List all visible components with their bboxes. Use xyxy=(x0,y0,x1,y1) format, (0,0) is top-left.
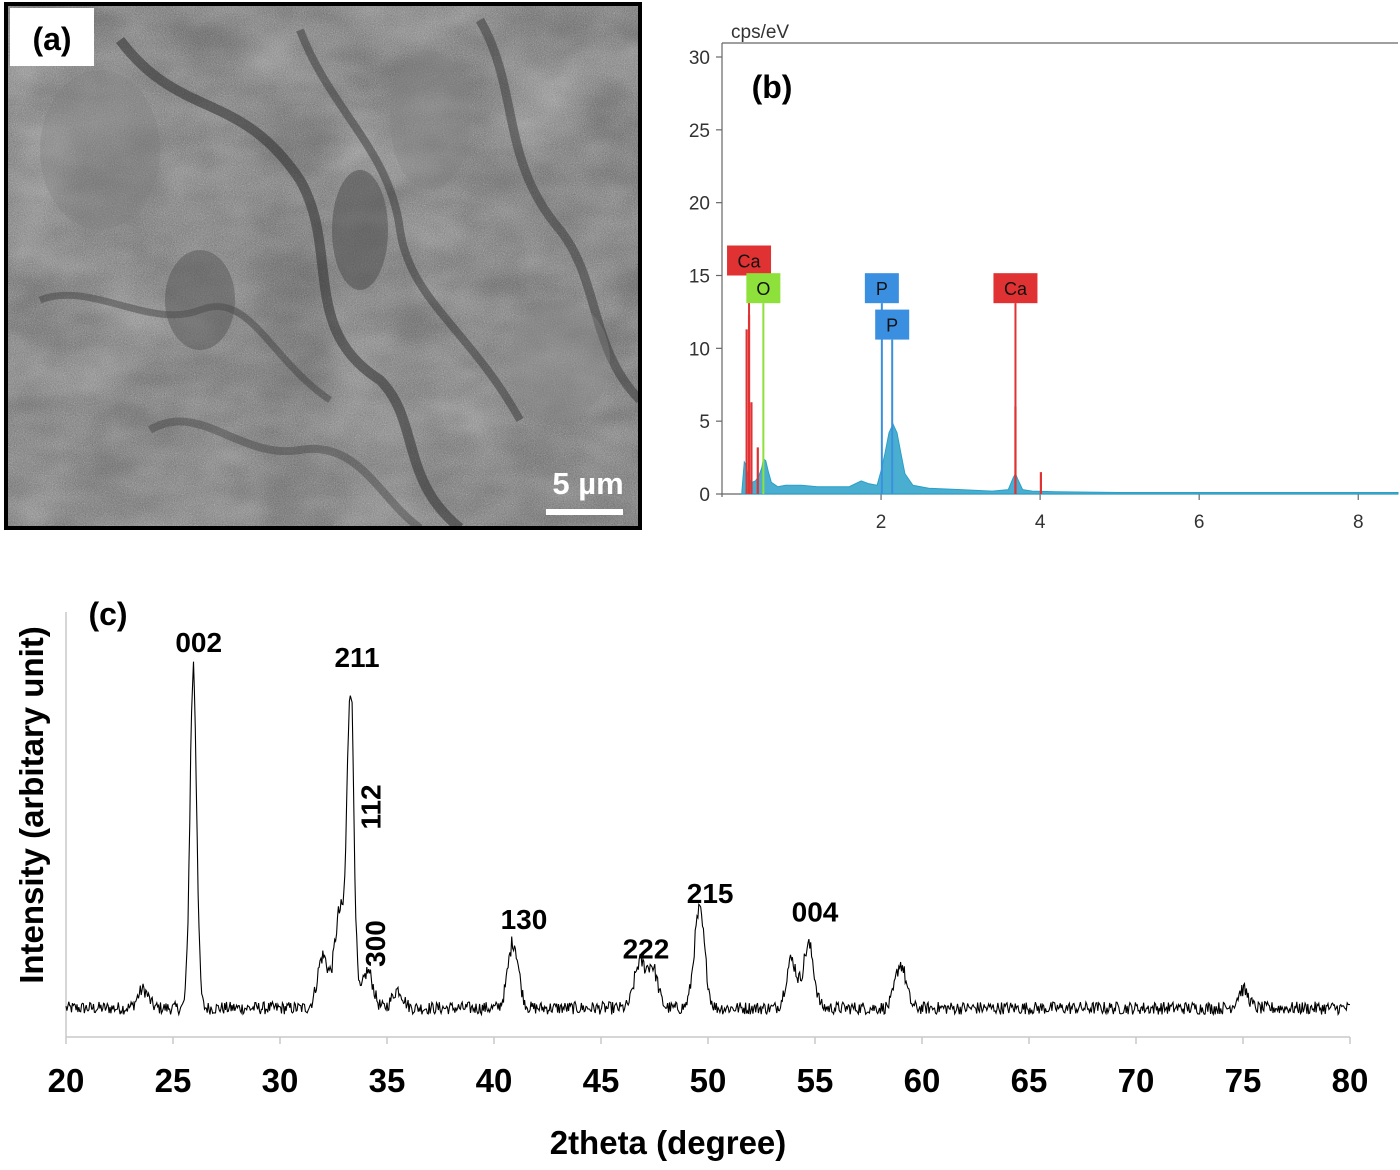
eds-marker-label-p: P xyxy=(886,316,898,336)
xrd-x-tick-label: 65 xyxy=(1011,1062,1048,1099)
eds-y-tick-label: 15 xyxy=(689,267,710,288)
eds-spectrum-area xyxy=(741,422,1399,495)
eds-y-tick-label: 5 xyxy=(699,412,710,433)
xrd-x-ticks: 20 25 30 35 40 45 50 55 60 65 70 75 80 xyxy=(48,1037,1369,1099)
xrd-peak-label: 211 xyxy=(334,642,379,673)
eds-y-tick-label: 0 xyxy=(699,485,710,506)
xrd-x-tick-label: 55 xyxy=(797,1062,834,1099)
eds-x-ticks: 2 4 6 8 xyxy=(876,494,1364,533)
xrd-x-tick-label: 25 xyxy=(155,1062,192,1099)
xrd-x-tick-label: 30 xyxy=(262,1062,299,1099)
xrd-peak-label: 112 xyxy=(356,784,387,829)
sem-frame xyxy=(4,2,642,530)
eds-y-tick-label: 20 xyxy=(689,194,710,215)
eds-marker-box-ca xyxy=(727,245,772,276)
eds-element-markers: Ca O PP Ca xyxy=(727,245,1038,494)
xrd-peak-label: 222 xyxy=(623,933,670,964)
eds-x-tick-label: 2 xyxy=(876,512,887,533)
eds-y-tick-label: 25 xyxy=(689,121,710,142)
eds-y-tick-label: 30 xyxy=(689,48,710,69)
eds-marker-label-o: O xyxy=(756,279,770,299)
xrd-pattern-line xyxy=(65,661,1351,1017)
panel-b-label: (b) xyxy=(752,69,793,105)
eds-y-tick-label: 10 xyxy=(689,339,710,360)
eds-marker-label-ca: Ca xyxy=(738,252,762,272)
xrd-x-tick-label: 50 xyxy=(690,1062,727,1099)
eds-y-unit: cps/eV xyxy=(731,22,789,43)
xrd-x-tick-label: 60 xyxy=(904,1062,941,1099)
eds-marker-label-p: P xyxy=(876,279,888,299)
eds-marker-box-ca xyxy=(993,273,1038,304)
xrd-x-tick-label: 20 xyxy=(48,1062,85,1099)
eds-x-tick-label: 6 xyxy=(1194,512,1205,533)
xrd-x-tick-label: 35 xyxy=(369,1062,406,1099)
xrd-y-axis-title: Intensity (arbitary unit) xyxy=(13,626,50,984)
scale-bar xyxy=(546,509,623,515)
eds-y-ticks: 0 5 10 15 20 25 30 xyxy=(689,48,722,506)
panel-c-label: (c) xyxy=(88,596,127,632)
xrd-peak-label: 130 xyxy=(501,904,548,935)
xrd-peak-label: 300 xyxy=(360,920,391,967)
eds-marker-box-p xyxy=(864,273,899,304)
eds-spectrum xyxy=(741,422,1399,495)
xrd-x-tick-label: 40 xyxy=(476,1062,513,1099)
xrd-x-tick-label: 75 xyxy=(1225,1062,1262,1099)
eds-x-tick-label: 8 xyxy=(1353,512,1364,533)
eds-marker-box-o xyxy=(746,273,781,304)
panel-c-xrd-pattern: (c) 20 25 30 35 40 45 50 55 60 65 70 75 80 002 211 112… xyxy=(13,596,1368,1161)
scale-bar-label: 5 µm xyxy=(552,466,623,501)
xrd-x-tick-label: 45 xyxy=(583,1062,620,1099)
panel-a-sem-image: (a) 5 µm xyxy=(4,2,642,530)
eds-x-tick-label: 4 xyxy=(1035,512,1046,533)
xrd-peak-label: 215 xyxy=(687,878,734,909)
xrd-x-tick-label: 80 xyxy=(1332,1062,1369,1099)
eds-marker-label-ca: Ca xyxy=(1004,279,1028,299)
panel-a-label-box xyxy=(10,8,94,66)
panel-a-label: (a) xyxy=(32,21,71,57)
xrd-x-tick-label: 70 xyxy=(1118,1062,1155,1099)
eds-marker-box-p xyxy=(875,309,910,340)
xrd-peak-label: 002 xyxy=(175,627,222,658)
panel-b-eds-spectrum: cps/eV 0 5 10 15 20 25 30 2 4 6 8 Ca O PP Ca (b) xyxy=(689,22,1399,533)
xrd-peak-label: 004 xyxy=(792,896,839,927)
sem-micrograph xyxy=(6,4,640,528)
xrd-x-axis-title: 2theta (degree) xyxy=(550,1124,787,1161)
xrd-peak-annotations: 002 211 112 300 130 222 215 004 xyxy=(175,627,838,967)
